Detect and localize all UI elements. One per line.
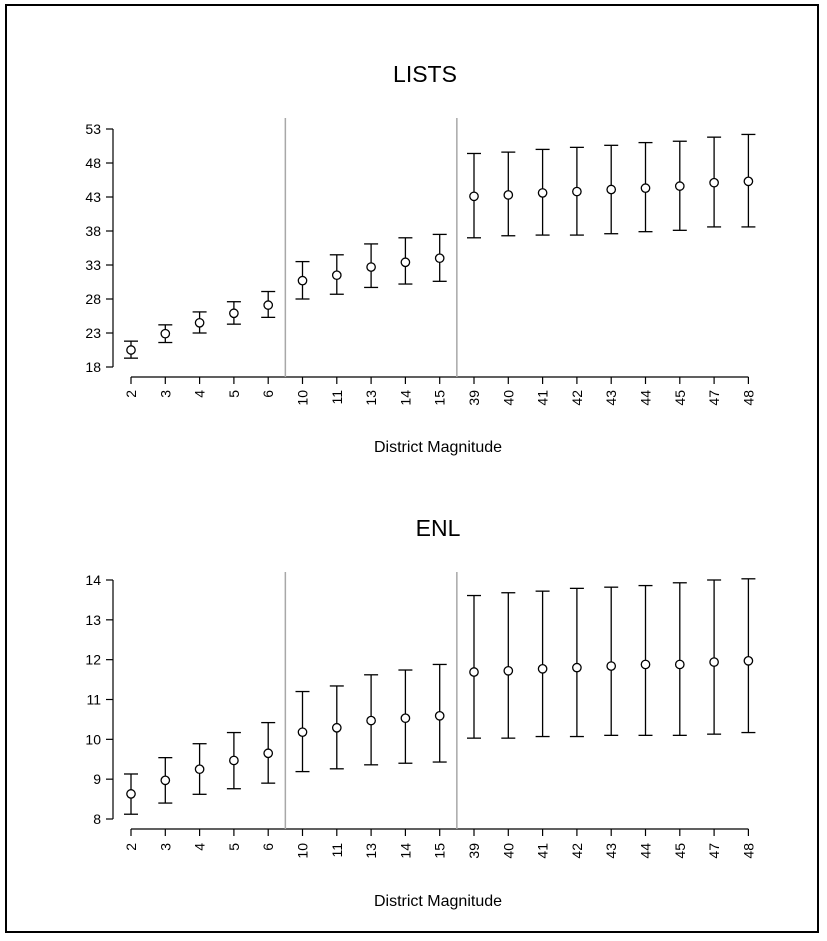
data-point [366,715,376,726]
data-point [674,181,685,191]
data-point [640,659,651,670]
x-tick-label: 3 [157,843,173,851]
data-point [126,789,136,799]
x-axis-label: District Magnitude [374,439,502,456]
data-point [126,345,136,355]
chart-title: LISTS [393,61,457,87]
data-point [606,661,617,671]
x-tick-label: 15 [432,390,448,406]
data-point [674,659,685,670]
x-tick-label: 39 [466,390,482,406]
data-point [194,764,205,775]
x-tick-label: 43 [603,390,619,406]
x-axis-label: District Magnitude [374,893,502,910]
x-tick-label: 10 [295,390,311,406]
data-point [194,317,205,328]
data-point [503,190,514,200]
chart-title: ENL [416,515,461,541]
y-tick-label: 38 [85,223,101,239]
x-tick-label: 41 [535,843,551,859]
data-point [434,710,445,721]
x-tick-label: 45 [672,843,688,859]
data-point [469,191,479,202]
y-tick-label: 18 [85,359,101,375]
x-tick-label: 2 [123,390,139,398]
data-point [229,308,239,319]
x-tick-label: 40 [500,390,516,406]
data-point [263,300,274,310]
x-tick-label: 13 [363,390,379,406]
x-tick-label: 48 [740,390,756,406]
x-tick-label: 44 [638,390,654,406]
x-tick-label: 45 [672,390,688,406]
x-tick-label: 11 [329,843,345,858]
figure-frame [5,4,819,933]
y-tick-label: 33 [85,257,101,273]
x-tick-label: 44 [638,843,654,859]
data-point [537,663,548,674]
y-tick-label: 14 [85,572,101,588]
x-tick-label: 15 [432,843,448,859]
x-tick-label: 5 [226,843,242,851]
data-point [229,755,239,766]
data-point [400,257,411,268]
x-tick-label: 4 [192,843,208,851]
x-tick-label: 42 [569,843,585,859]
y-tick-label: 53 [85,121,101,137]
x-tick-label: 40 [500,843,516,859]
data-point [537,188,548,198]
data-point [572,662,582,673]
x-tick-label: 6 [260,843,276,851]
x-tick-label: 48 [740,843,756,859]
x-tick-label: 39 [466,843,482,859]
data-point [331,270,342,281]
data-point [606,184,617,195]
data-point [400,713,411,724]
x-tick-label: 43 [603,843,619,859]
y-tick-label: 8 [93,811,101,827]
data-point [160,328,171,339]
x-tick-label: 6 [260,390,276,398]
x-tick-label: 5 [226,390,242,398]
data-point [709,177,719,188]
y-tick-label: 11 [86,692,101,708]
x-tick-label: 14 [397,843,413,859]
data-point [297,727,308,738]
x-tick-label: 41 [535,390,551,406]
y-tick-label: 9 [93,771,101,787]
x-tick-label: 10 [295,843,311,859]
data-point [160,775,171,786]
data-point [366,262,376,272]
x-tick-label: 14 [397,390,413,406]
y-tick-label: 10 [85,731,101,747]
y-tick-label: 48 [85,155,101,171]
x-tick-label: 11 [329,390,345,405]
x-tick-label: 47 [706,843,722,859]
y-tick-label: 23 [85,325,101,341]
panel-lists: LISTS District Magnitude 182328333843485… [85,61,756,456]
x-tick-label: 13 [363,843,379,859]
y-tick-label: 12 [85,652,101,668]
x-tick-label: 3 [157,390,173,398]
x-tick-label: 42 [569,390,585,406]
y-tick-label: 13 [85,612,101,628]
data-point [469,667,479,677]
data-point [743,176,754,187]
data-point [263,748,274,759]
data-point [743,656,754,666]
data-point [434,253,445,264]
data-point [503,665,514,676]
data-point [572,186,582,197]
x-tick-label: 2 [123,843,139,851]
x-tick-label: 4 [192,390,208,398]
y-tick-label: 43 [85,189,101,205]
data-point [331,722,342,733]
data-point [297,275,308,286]
data-point [709,657,719,667]
y-tick-label: 28 [85,291,101,307]
data-point [640,183,651,194]
x-tick-label: 47 [706,390,722,406]
